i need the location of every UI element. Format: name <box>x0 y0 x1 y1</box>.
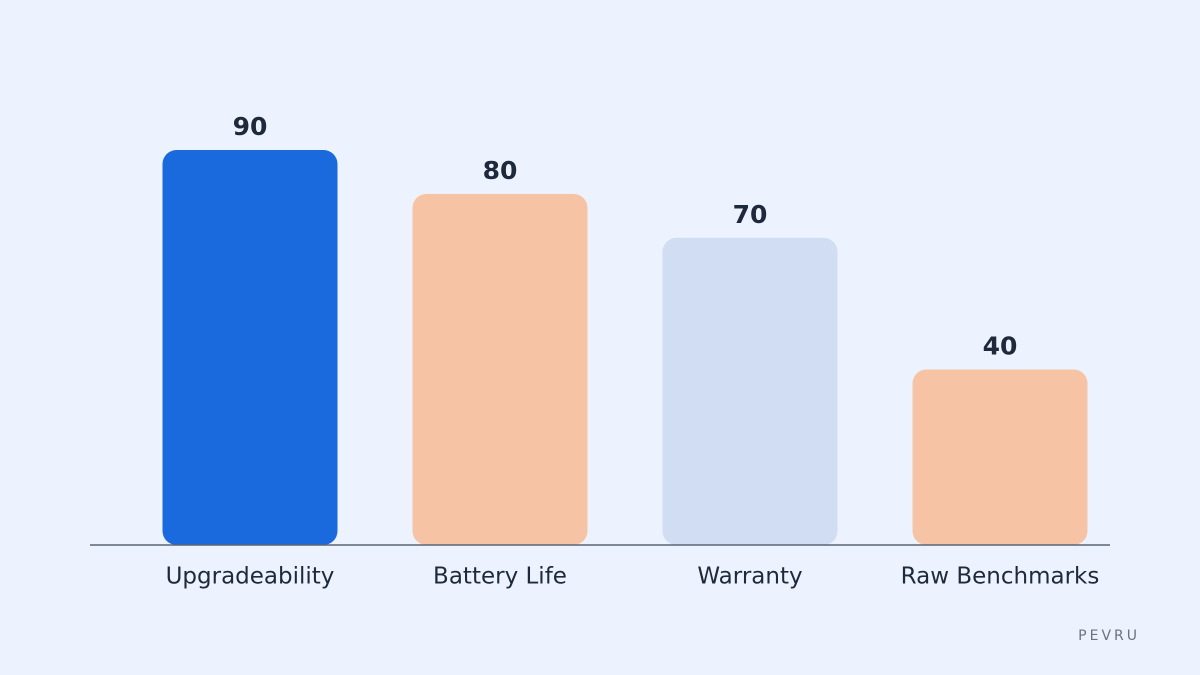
value-label: 80 <box>483 156 518 185</box>
x-tick-label: Upgradeability <box>166 564 335 590</box>
x-tick-label: Raw Benchmarks <box>901 564 1100 590</box>
watermark: PEVRU <box>1078 628 1140 644</box>
x-tick-label: Battery Life <box>433 564 567 590</box>
x-tick-label: Warranty <box>697 564 802 590</box>
value-label: 70 <box>733 200 768 229</box>
bar <box>412 193 588 545</box>
value-label: 90 <box>233 112 268 141</box>
bar <box>912 369 1088 545</box>
bar <box>662 237 838 545</box>
bar <box>162 150 338 545</box>
value-label: 40 <box>983 331 1018 360</box>
